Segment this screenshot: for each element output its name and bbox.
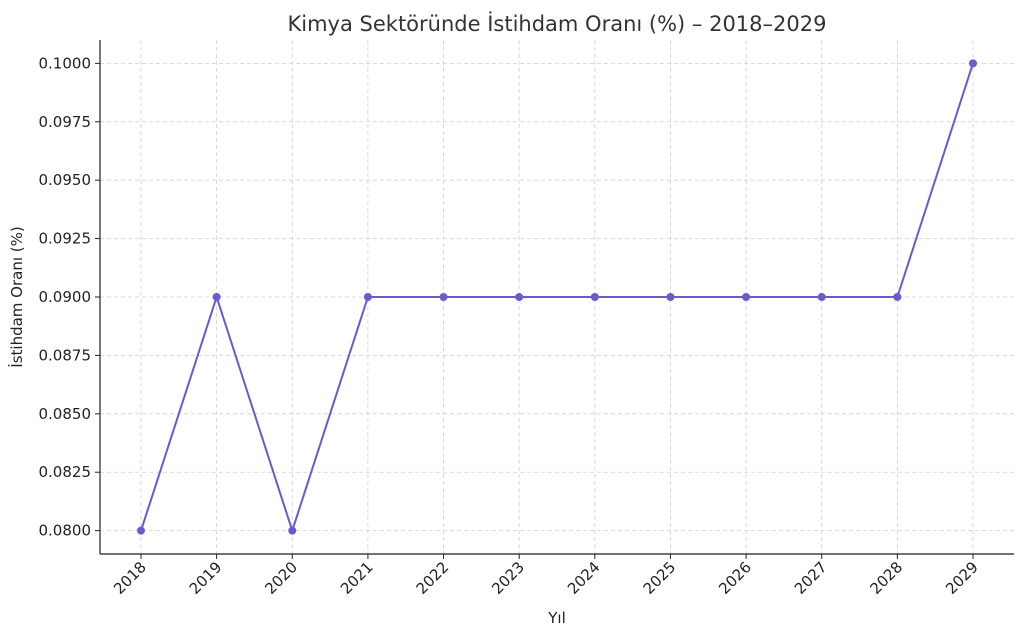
x-tick-label: 2026 [715, 558, 755, 598]
x-tick-label: 2022 [413, 558, 453, 598]
x-tick-label: 2024 [564, 558, 604, 598]
data-point [439, 293, 448, 301]
x-tick-label: 2020 [261, 558, 301, 598]
x-tick-label: 2018 [110, 558, 150, 598]
y-axis-label: İstihdam Oranı (%) [7, 226, 26, 367]
data-point [893, 293, 902, 301]
y-tick-label: 0.0900 [39, 288, 92, 306]
data-point [742, 293, 751, 301]
y-tick-label: 0.0975 [39, 113, 92, 131]
chart-title: Kimya Sektöründe İstihdam Oranı (%) – 20… [288, 11, 827, 36]
x-tick-label: 2027 [791, 558, 831, 598]
data-point [212, 293, 221, 301]
data-point [969, 59, 977, 68]
y-tick-label: 0.0800 [39, 522, 92, 540]
y-tick-label: 0.0875 [39, 346, 92, 364]
x-tick-label: 2021 [337, 558, 377, 598]
x-ticks: 2018 2019 2020 2021 2022 2023 2024 2025 2026 2027… [110, 554, 982, 598]
grid [100, 40, 1014, 554]
x-tick-label: 2023 [488, 558, 528, 598]
y-tick-label: 0.0850 [39, 405, 92, 423]
y-tick-label: 0.1000 [39, 54, 92, 72]
series-line [140, 63, 974, 534]
y-tick-label: 0.0825 [39, 463, 92, 481]
data-point [288, 526, 297, 535]
x-axis-label: Yıl [547, 609, 566, 627]
x-tick-label: 2029 [942, 558, 982, 598]
y-ticks: 0.0800 0.0825 0.0850 0.0875 0.0900 0.0925 0.09… [39, 54, 100, 540]
data-point [590, 293, 599, 301]
data-point [137, 526, 145, 535]
x-tick-label: 2025 [640, 558, 680, 598]
data-point [666, 293, 675, 301]
x-tick-label: 2028 [866, 558, 906, 598]
x-tick-label: 2019 [186, 558, 226, 598]
y-tick-label: 0.0950 [39, 171, 92, 189]
y-tick-label: 0.0925 [39, 230, 92, 248]
data-point [817, 293, 826, 301]
data-point [515, 293, 524, 301]
series [137, 59, 977, 535]
data-point [363, 293, 372, 301]
